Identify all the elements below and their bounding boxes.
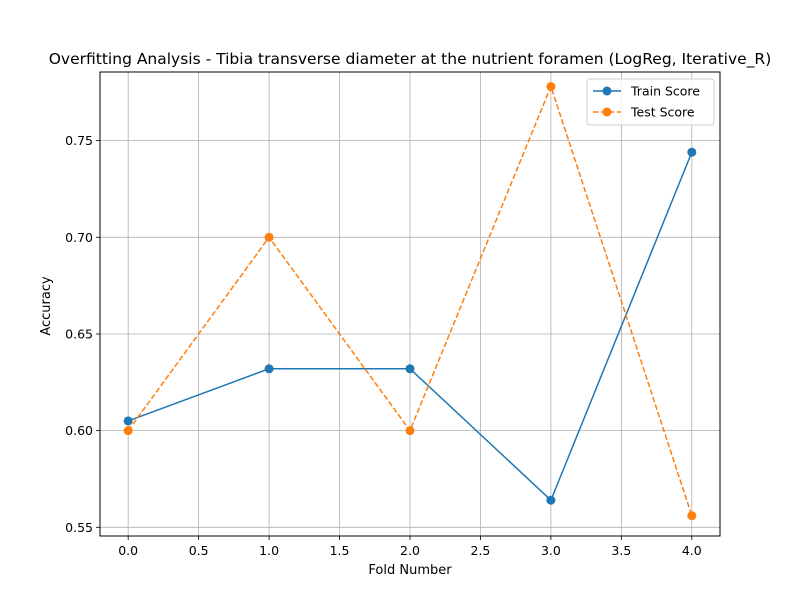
x-tick-label: 3.5 xyxy=(611,543,631,558)
x-tick-label: 0.5 xyxy=(189,543,209,558)
x-axis-label: Fold Number xyxy=(368,563,452,578)
legend-label: Train Score xyxy=(630,84,700,99)
legend-label: Test Score xyxy=(630,105,695,120)
data-point-train-score xyxy=(264,364,274,374)
legend: Train Score Test Score xyxy=(586,78,715,126)
x-tick-label: 1.0 xyxy=(259,543,279,558)
series-layer xyxy=(123,82,697,521)
data-point-train-score xyxy=(123,416,133,426)
data-point-test-score xyxy=(405,426,415,436)
data-point-test-score xyxy=(687,511,697,521)
x-tick-label: 4.0 xyxy=(682,543,702,558)
series-train-score xyxy=(123,147,697,505)
data-point-train-score xyxy=(546,495,556,505)
x-tick-label: 3.0 xyxy=(541,543,561,558)
y-tick-label: 0.70 xyxy=(65,230,93,245)
x-tick-label: 0.0 xyxy=(118,543,138,558)
chart-title: Overfitting Analysis - Tibia transverse … xyxy=(49,50,772,69)
legend-marker xyxy=(602,107,612,117)
series-test-score xyxy=(123,82,697,521)
x-tick-label: 1.5 xyxy=(330,543,350,558)
y-axis-label: Accuracy xyxy=(39,276,54,336)
data-point-test-score xyxy=(546,82,556,91)
y-axis-ticks: 0.55 0.60 0.65 0.70 0.75 xyxy=(65,133,100,535)
y-tick-label: 0.75 xyxy=(65,133,93,148)
data-point-train-score xyxy=(687,147,697,157)
data-point-test-score xyxy=(123,426,133,436)
legend-item-test-score: Test Score xyxy=(593,105,695,120)
x-axis-ticks: 0.0 0.5 1.0 1.5 2.0 2.5 3.0 3.5 4.0 xyxy=(118,536,702,558)
data-point-test-score xyxy=(264,232,274,242)
x-tick-label: 2.5 xyxy=(471,543,491,558)
y-tick-label: 0.60 xyxy=(65,423,93,438)
data-point-train-score xyxy=(405,364,415,374)
x-tick-label: 2.0 xyxy=(400,543,420,558)
legend-marker xyxy=(602,86,612,96)
legend-item-train-score: Train Score xyxy=(593,84,700,99)
y-tick-label: 0.55 xyxy=(65,520,93,535)
y-tick-label: 0.65 xyxy=(65,326,93,341)
